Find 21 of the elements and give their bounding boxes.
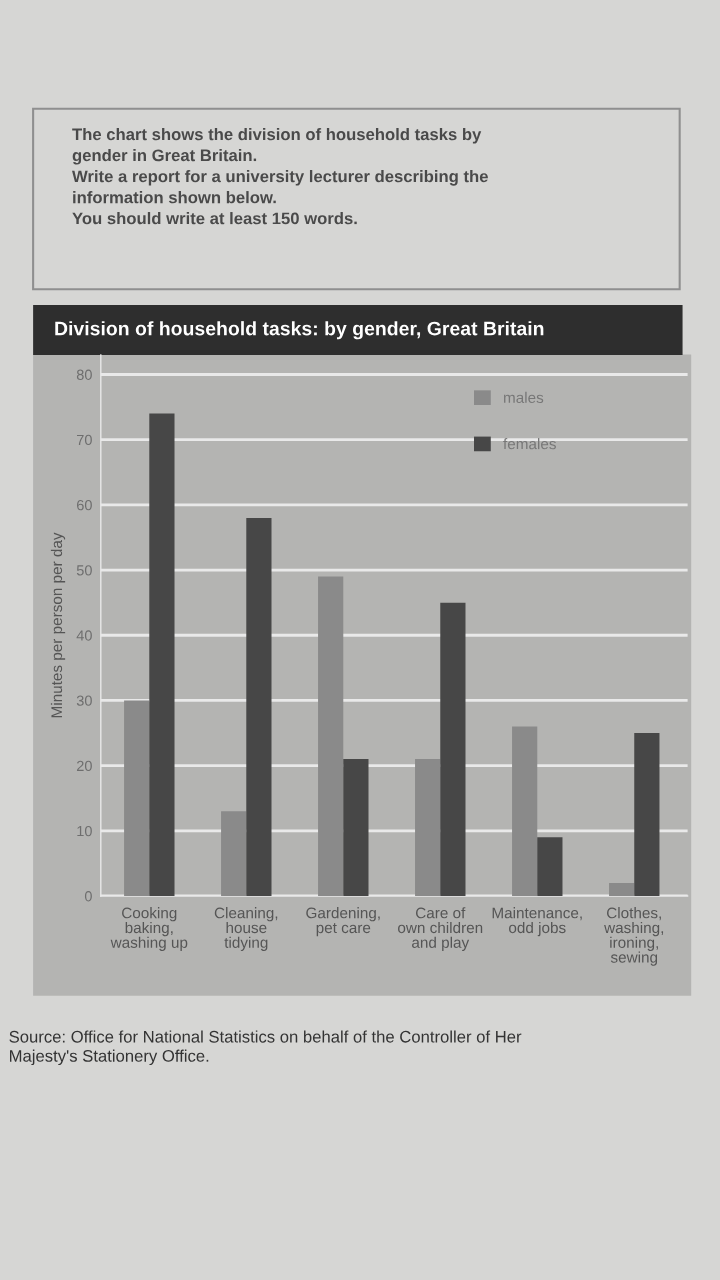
legend-label: females [503, 438, 556, 450]
y-tick-label: 60 [76, 499, 92, 511]
x-tick-label: Care of own children and play [398, 907, 483, 951]
y-axis-title: Minutes per person per day [50, 532, 66, 718]
y-tick-label: 40 [76, 630, 92, 641]
x-tick-label: Cleaning, house tidying [214, 907, 278, 951]
y-tick-label: 30 [76, 695, 92, 706]
y-tick-label: 20 [76, 760, 92, 772]
source-note: Source: Office for National Statistics on behalf of the Controller of Her Majesty's Stationery Office. [9, 1030, 522, 1066]
x-tick-label: Cooking baking, washing up [110, 907, 188, 951]
x-tick-label: Clothes, washing, ironing, sewing [604, 907, 664, 966]
x-tick-label: Maintenance, odd jobs [492, 907, 582, 937]
y-tick-label: 0 [84, 891, 92, 902]
legend-label: males [504, 391, 544, 404]
x-tick-label: Gardening, pet care [306, 907, 380, 937]
y-tick-label: 10 [77, 825, 92, 837]
chart-title: Division of household tasks: by gender, Great Britain [55, 321, 544, 340]
y-tick-label: 80 [76, 369, 92, 380]
y-tick-label: 50 [76, 565, 92, 576]
text: The chart shows the division of household tasks by gender in Great Britain. Write a report for a university lecturer describing the information shown below. You should write at least 150 words. [72, 128, 488, 225]
y-tick-label: 70 [76, 434, 92, 446]
